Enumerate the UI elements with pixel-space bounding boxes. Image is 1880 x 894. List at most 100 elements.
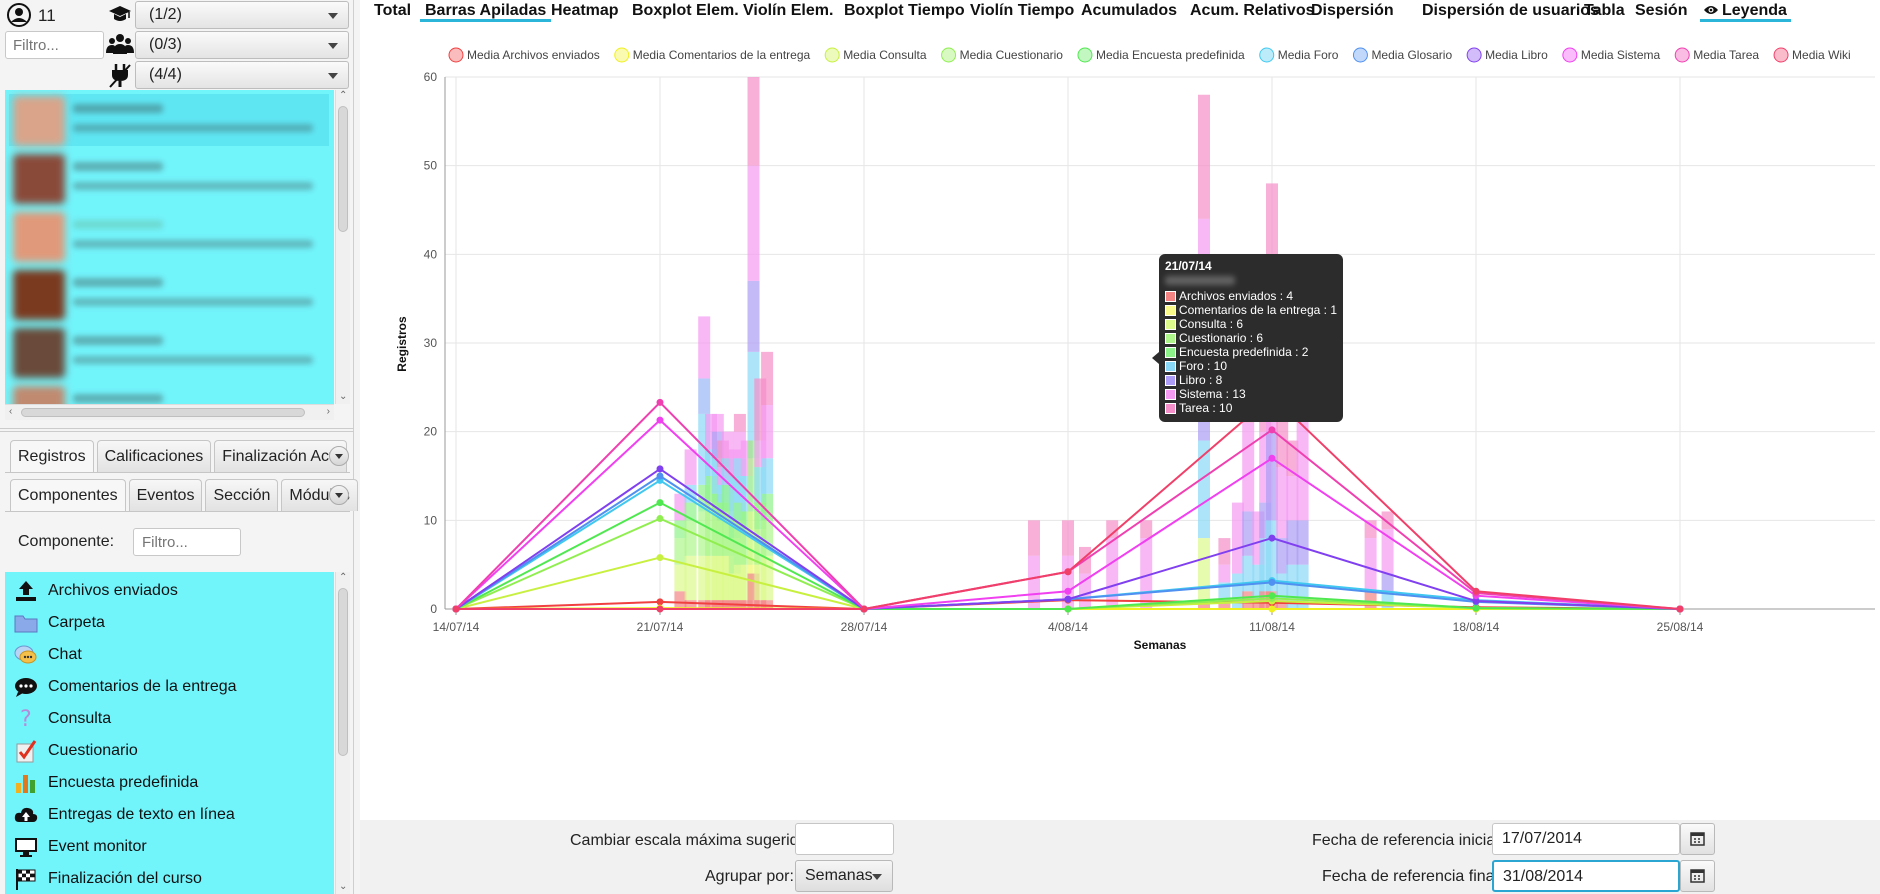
list-item[interactable]	[9, 210, 329, 262]
scroll-up-icon[interactable]: ⌃	[339, 572, 348, 583]
split-divider[interactable]	[0, 428, 354, 432]
bar-segment	[1286, 520, 1299, 565]
series-point	[1064, 605, 1072, 613]
tab-componentes[interactable]: Componentes	[10, 479, 126, 511]
monitor-icon	[13, 834, 39, 860]
scroll-up-icon[interactable]: ⌃	[339, 90, 348, 101]
list-item[interactable]: Chat	[13, 640, 82, 670]
bar-segment	[761, 458, 774, 494]
tab-total[interactable]: Total	[374, 2, 412, 19]
list-item[interactable]: ? Consulta	[13, 704, 111, 734]
end-date-calendar-button[interactable]	[1680, 860, 1715, 892]
list-item[interactable]	[9, 268, 329, 320]
bar-segment	[1364, 520, 1377, 539]
bar-segment	[747, 77, 760, 166]
tab-dispersión-de-usuarios[interactable]: Dispersión de usuarios	[1422, 2, 1599, 19]
list-item[interactable]: Cuestionario	[13, 736, 138, 766]
y-tick-label: 20	[424, 425, 438, 439]
tab-acum-relativos[interactable]: Acum. Relativos	[1190, 2, 1315, 19]
component-list[interactable]: Archivos enviados Carpeta Chat Comentarios …	[5, 572, 334, 894]
right-panel: Total Barras Apiladas Heatmap Boxplot Elem.…	[360, 0, 1880, 894]
user-filter-input[interactable]	[5, 31, 104, 59]
start-date-input[interactable]: 17/07/2014	[1492, 823, 1680, 855]
list-item[interactable]: Carpeta	[13, 608, 105, 638]
list-item[interactable]	[9, 384, 329, 404]
bar-segment	[698, 378, 711, 414]
tab-acumulados[interactable]: Acumulados	[1081, 2, 1178, 19]
group-by-select[interactable]: Semanas	[795, 860, 893, 892]
scroll-right-icon[interactable]: ›	[326, 406, 330, 417]
bar-segment	[711, 413, 724, 432]
component-list-scrollbar[interactable]: ⌃ ⌄	[335, 572, 350, 894]
user-list-scrollbar[interactable]: ⌃ ⌄	[335, 90, 350, 404]
legend-swatch	[1259, 47, 1275, 63]
chat-icon	[13, 642, 39, 668]
tab-tabla[interactable]: Tabla	[1584, 2, 1625, 19]
tab-boxplot-elem-[interactable]: Boxplot Elem.	[632, 2, 739, 19]
user-list[interactable]	[5, 90, 334, 404]
bar-segment	[1252, 600, 1265, 609]
tab-calificaciones[interactable]: Calificaciones	[96, 440, 212, 472]
scroll-thumb[interactable]	[338, 106, 348, 232]
bar-segment	[684, 555, 697, 601]
series-point	[656, 398, 664, 406]
bar-segment	[1028, 555, 1040, 609]
x-tick-label: 25/08/14	[1657, 620, 1704, 634]
scroll-thumb[interactable]	[21, 408, 305, 417]
divider	[5, 472, 350, 473]
end-date-input[interactable]: 31/08/2014	[1492, 860, 1680, 892]
tooltip-row-label: Comentarios de la entrega : 1	[1178, 303, 1337, 317]
y-axis-label: Registros	[395, 316, 409, 372]
list-item[interactable]: Encuesta predefinida	[13, 768, 198, 798]
avatar	[13, 96, 65, 146]
list-item[interactable]: Archivos enviados	[13, 576, 178, 606]
list-item[interactable]: Event monitor	[13, 832, 147, 862]
tab-violín-tiempo[interactable]: Violín Tiempo	[970, 2, 1075, 19]
component-filter-input[interactable]	[133, 528, 241, 556]
y-tick-label: 50	[424, 159, 438, 173]
tab-registros[interactable]: Registros	[10, 440, 94, 472]
tabs-overflow-button[interactable]	[329, 446, 349, 466]
scroll-down-icon[interactable]: ⌄	[339, 881, 348, 892]
series-point	[656, 515, 664, 523]
list-item[interactable]	[9, 152, 329, 204]
group-filter-combo[interactable]: (0/3)	[135, 31, 349, 59]
bar-segment	[1198, 94, 1210, 219]
tab-boxplot-tiempo[interactable]: Boxplot Tiempo	[844, 2, 965, 19]
eye-icon	[1704, 6, 1718, 14]
user-list-hscrollbar[interactable]: ‹ ›	[5, 404, 334, 420]
scroll-thumb[interactable]	[338, 588, 348, 756]
scroll-left-icon[interactable]: ‹	[9, 406, 13, 417]
bar-segment	[761, 600, 774, 609]
scroll-down-icon[interactable]: ⌄	[339, 391, 348, 402]
tab-finalizacion[interactable]: Finalización Activi	[214, 440, 348, 472]
activity-filter-combo[interactable]: (4/4)	[135, 61, 349, 89]
tab-seccion[interactable]: Sección	[205, 479, 279, 511]
list-item[interactable]: Finalización del curso	[13, 864, 202, 894]
legend-toggle[interactable]: Leyenda	[1700, 2, 1791, 22]
stacked-bar-chart[interactable]: 0 10 20 30 40 50 60 14/07/14 21/07/14 28/07/14 4/0…	[360, 24, 1880, 820]
series-point	[656, 598, 664, 606]
max-scale-input[interactable]	[795, 823, 894, 855]
tab-sesión[interactable]: Sesión	[1635, 2, 1688, 19]
tooltip-row: Comentarios de la entrega : 1	[1165, 303, 1337, 317]
tab-heatmap[interactable]: Heatmap	[551, 2, 619, 19]
component-label: Consulta	[48, 710, 112, 727]
list-item[interactable]	[9, 326, 329, 378]
list-item[interactable]: Entregas de texto en línea	[13, 800, 235, 830]
tab-dispersión[interactable]: Dispersión	[1311, 2, 1394, 19]
bar-segment	[747, 564, 760, 574]
role-filter-combo[interactable]: (1/2)	[135, 1, 349, 29]
tooltip-row: Sistema : 13	[1165, 387, 1337, 401]
start-date-calendar-button[interactable]	[1680, 823, 1715, 855]
component-label: Cuestionario	[48, 742, 138, 759]
tooltip-swatch	[1165, 346, 1176, 358]
calendar-icon	[1690, 869, 1705, 883]
tabs-overflow-button[interactable]	[329, 485, 349, 505]
tab-violín-elem-[interactable]: Violín Elem.	[743, 2, 834, 19]
list-item[interactable]	[9, 94, 329, 146]
bar-segment	[1232, 502, 1244, 574]
tab-eventos[interactable]: Eventos	[128, 479, 203, 511]
tab-barras-apiladas[interactable]: Barras Apiladas	[420, 2, 552, 22]
list-item[interactable]: Comentarios de la entrega	[13, 672, 237, 702]
